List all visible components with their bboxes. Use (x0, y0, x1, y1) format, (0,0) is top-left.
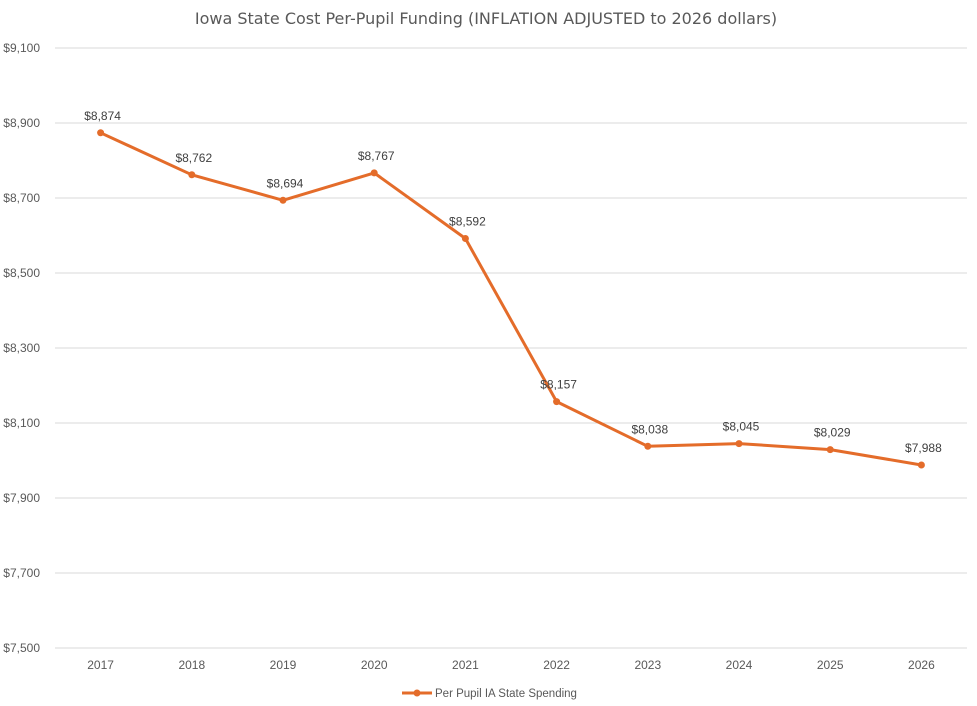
y-tick-label: $8,500 (3, 266, 40, 280)
data-point (370, 169, 378, 177)
data-point (461, 235, 469, 242)
gridlines (55, 47, 967, 649)
x-tick-label: 2018 (178, 658, 205, 672)
y-tick-label: $8,300 (3, 341, 40, 355)
data-point (917, 461, 925, 469)
chart-title: Iowa State Cost Per-Pupil Funding (INFLA… (195, 9, 777, 28)
x-tick-label: 2026 (908, 658, 935, 672)
data-label: $8,157 (540, 378, 577, 392)
data-label: $8,762 (175, 151, 212, 165)
data-point (826, 446, 834, 454)
y-tick-label: $8,900 (3, 116, 40, 130)
data-point (97, 129, 105, 137)
y-tick-label: $7,700 (3, 566, 40, 580)
data-point (735, 440, 743, 448)
y-axis: $7,500 $7,700 $7,900 $8,100 $8,300 $8,500 $8,7… (3, 41, 40, 655)
x-tick-label: 2019 (270, 658, 297, 672)
data-label: $7,988 (905, 441, 942, 455)
data-label: $8,874 (84, 109, 121, 123)
x-tick-label: 2025 (817, 658, 844, 672)
data-label: $8,767 (358, 149, 395, 163)
legend-label: Per Pupil IA State Spending (435, 688, 577, 700)
data-point (188, 171, 196, 179)
data-label: $8,694 (267, 176, 304, 190)
x-tick-label: 2021 (452, 658, 479, 672)
x-tick-label: 2024 (726, 658, 753, 672)
data-point (279, 196, 287, 204)
series-line (99, 131, 922, 467)
data-label: $8,038 (631, 422, 668, 436)
data-label: $8,029 (814, 426, 851, 440)
x-tick-label: 2017 (87, 658, 114, 672)
x-axis: 2017 2018 2019 2020 2021 2022 2023 2024 2025 2026 (87, 658, 935, 672)
y-tick-label: $8,100 (3, 416, 40, 430)
y-tick-label: $7,900 (3, 491, 40, 505)
y-tick-label: $9,100 (3, 41, 40, 55)
data-label: $8,045 (723, 420, 760, 434)
series-per-pupil-spending (97, 129, 925, 469)
data-point (644, 442, 652, 450)
x-tick-label: 2020 (361, 658, 388, 672)
y-tick-label: $7,500 (3, 641, 40, 655)
x-tick-label: 2022 (543, 658, 570, 672)
x-tick-label: 2023 (634, 658, 661, 672)
y-tick-label: $8,700 (3, 191, 40, 205)
legend[interactable]: Per Pupil IA State Spending (402, 688, 577, 700)
data-label: $8,592 (449, 215, 486, 229)
legend-point-marker (413, 689, 421, 697)
data-labels: $8,874 $8,762 $8,694 $8,767 $8,592 $8,157 $8,0… (84, 109, 942, 455)
data-point (553, 398, 561, 406)
